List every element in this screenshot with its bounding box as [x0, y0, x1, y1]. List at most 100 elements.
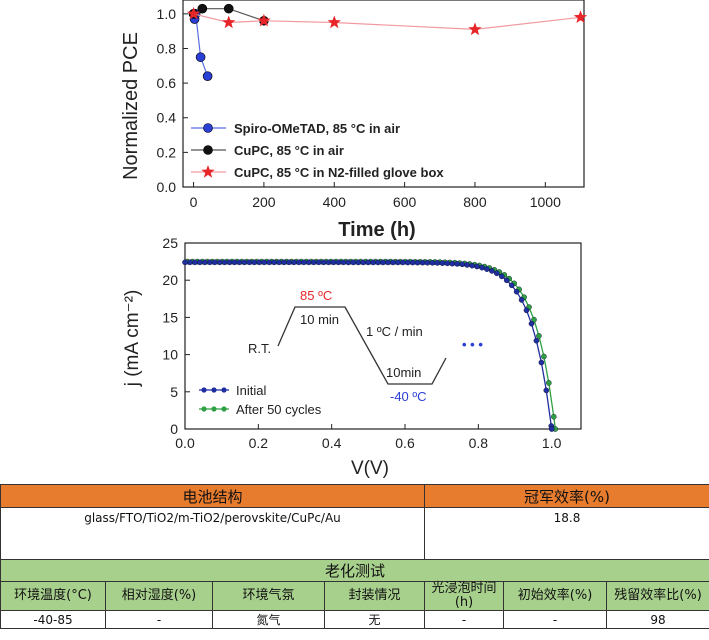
bottom-series-point [523, 307, 530, 314]
top-star-point [186, 6, 201, 20]
top-circle-point [197, 3, 208, 14]
top-legend-marker [203, 145, 213, 155]
top-star-point [222, 15, 236, 29]
bottom-series-point [345, 259, 352, 266]
bottom-series-point [429, 259, 436, 266]
bottom-legend-marker [201, 406, 207, 412]
bottom-ytick-label: 15 [162, 309, 178, 325]
bottom-legend-marker [221, 387, 227, 393]
bottom-ytick-label: 5 [170, 384, 178, 400]
cell-initial-efficiency: - [503, 610, 608, 629]
bottom-series-point [439, 260, 446, 266]
top-xtick-label: 800 [463, 194, 487, 210]
bottom-series-point [246, 259, 253, 266]
top-legend-marker [203, 123, 213, 133]
bottom-series-point [484, 266, 490, 272]
top-circle-point [223, 3, 234, 14]
bottom-xlabel: V(V) [351, 458, 389, 479]
inset-dots: • • • [462, 337, 483, 352]
cell-temperature: -40-85 [0, 610, 106, 629]
bottom-series-point [310, 259, 317, 266]
cell-light-soak: - [424, 610, 505, 629]
top-star-point [257, 13, 271, 27]
cell-encapsulation: 无 [323, 610, 426, 629]
bottom-xtick-label: 1.0 [542, 435, 562, 451]
bottom-legend-marker [221, 406, 227, 412]
inset-ramp-label: 1 ºC / min [366, 324, 423, 339]
top-legend-label: CuPC, 85 °C in air [234, 143, 344, 158]
bottom-series-point [276, 259, 282, 266]
bottom-series-point [335, 259, 342, 266]
bottom-series-point [503, 277, 510, 284]
bottom-xtick-label: 0.0 [175, 435, 195, 451]
bottom-series-point [187, 259, 193, 266]
bottom-xtick-label: 0.8 [469, 435, 489, 451]
top-xtick-label: 600 [393, 194, 417, 210]
bottom-legend: Initial After 50 cycles [199, 383, 322, 417]
bottom-series-point [360, 259, 367, 266]
bottom-series-point [479, 264, 485, 271]
bottom-series-point [531, 316, 537, 323]
bottom-series-point [192, 259, 198, 266]
top-plot-frame [182, 0, 585, 188]
bottom-series-point [548, 426, 555, 432]
bottom-series-point [454, 261, 461, 267]
bottom-series-point [370, 259, 376, 266]
inset-hold-top-label: 10 min [300, 312, 339, 327]
efficiency-value: 18.8 [424, 507, 709, 560]
top-star-point [327, 15, 341, 29]
col-encapsulation: 封装情况 [323, 581, 426, 611]
bottom-series-point [315, 259, 322, 266]
bottom-series-point [251, 259, 258, 266]
bottom-series-point [300, 259, 307, 266]
top-series-line [193, 8, 265, 22]
top-ytick-label: 0.8 [157, 40, 177, 56]
bottom-series-point [365, 259, 372, 266]
bottom-series-point [543, 387, 550, 394]
bottom-series-point [305, 259, 312, 266]
bottom-series-point [286, 259, 292, 266]
bottom-legend-label: After 50 cycles [236, 402, 322, 417]
bottom-series-point [296, 259, 302, 266]
bottom-ylabel: j (mA cm⁻²) [122, 290, 143, 388]
bottom-series-point [459, 261, 466, 268]
col-light-soak: 光浸泡时间(h) [424, 581, 505, 611]
top-ytick-label: 0.6 [157, 75, 177, 91]
bottom-series-point [444, 260, 451, 267]
top-circle-point [202, 71, 213, 81]
bottom-series-point [350, 259, 357, 266]
temperature-profile-inset: R.T. 85 ºC 10 min 1 ºC / min 10min -40 º… [248, 288, 483, 404]
efficiency-header: 冠军效率(%) [424, 484, 709, 508]
bottom-series-point [241, 259, 248, 266]
bottom-legend-marker [211, 387, 217, 393]
bottom-series-point [385, 259, 391, 266]
bottom-series-point [226, 259, 233, 266]
top-legend: Spiro-OMeTAD, 85 °C in air CuPC, 85 °C in… [191, 121, 444, 180]
bottom-ytick-label: 10 [162, 347, 178, 363]
bottom-series-point [541, 353, 547, 360]
top-ytick-label: 0.4 [157, 110, 177, 126]
bottom-series-point [216, 259, 223, 266]
aging-header: 老化测试 [0, 559, 709, 582]
bottom-series-point [281, 259, 287, 266]
bottom-series-point [201, 259, 208, 266]
bottom-series-point [236, 259, 243, 266]
top-ytick-label: 0.2 [157, 144, 177, 160]
cell-retained-ratio: 98 [606, 610, 709, 629]
bottom-series-point [399, 259, 406, 266]
inset-peak-label: 85 ºC [300, 288, 332, 303]
cell-humidity: - [105, 610, 213, 629]
col-temperature: 环境温度(°C) [0, 581, 106, 611]
cell-atmosphere: 氮气 [212, 610, 325, 629]
bottom-series-point [528, 320, 535, 327]
bottom-series-point [256, 259, 263, 266]
bottom-series-point [211, 259, 218, 266]
bottom-series-point [419, 259, 426, 266]
top-xtick-label: 200 [252, 194, 276, 210]
bottom-series-point [469, 262, 475, 269]
bottom-series-point [271, 259, 277, 266]
top-star-point [573, 10, 588, 23]
bottom-series-point [513, 288, 520, 295]
inset-hold-bottom-label: 10min [386, 365, 421, 380]
top-ylabel: Normalized PCE [120, 32, 142, 180]
